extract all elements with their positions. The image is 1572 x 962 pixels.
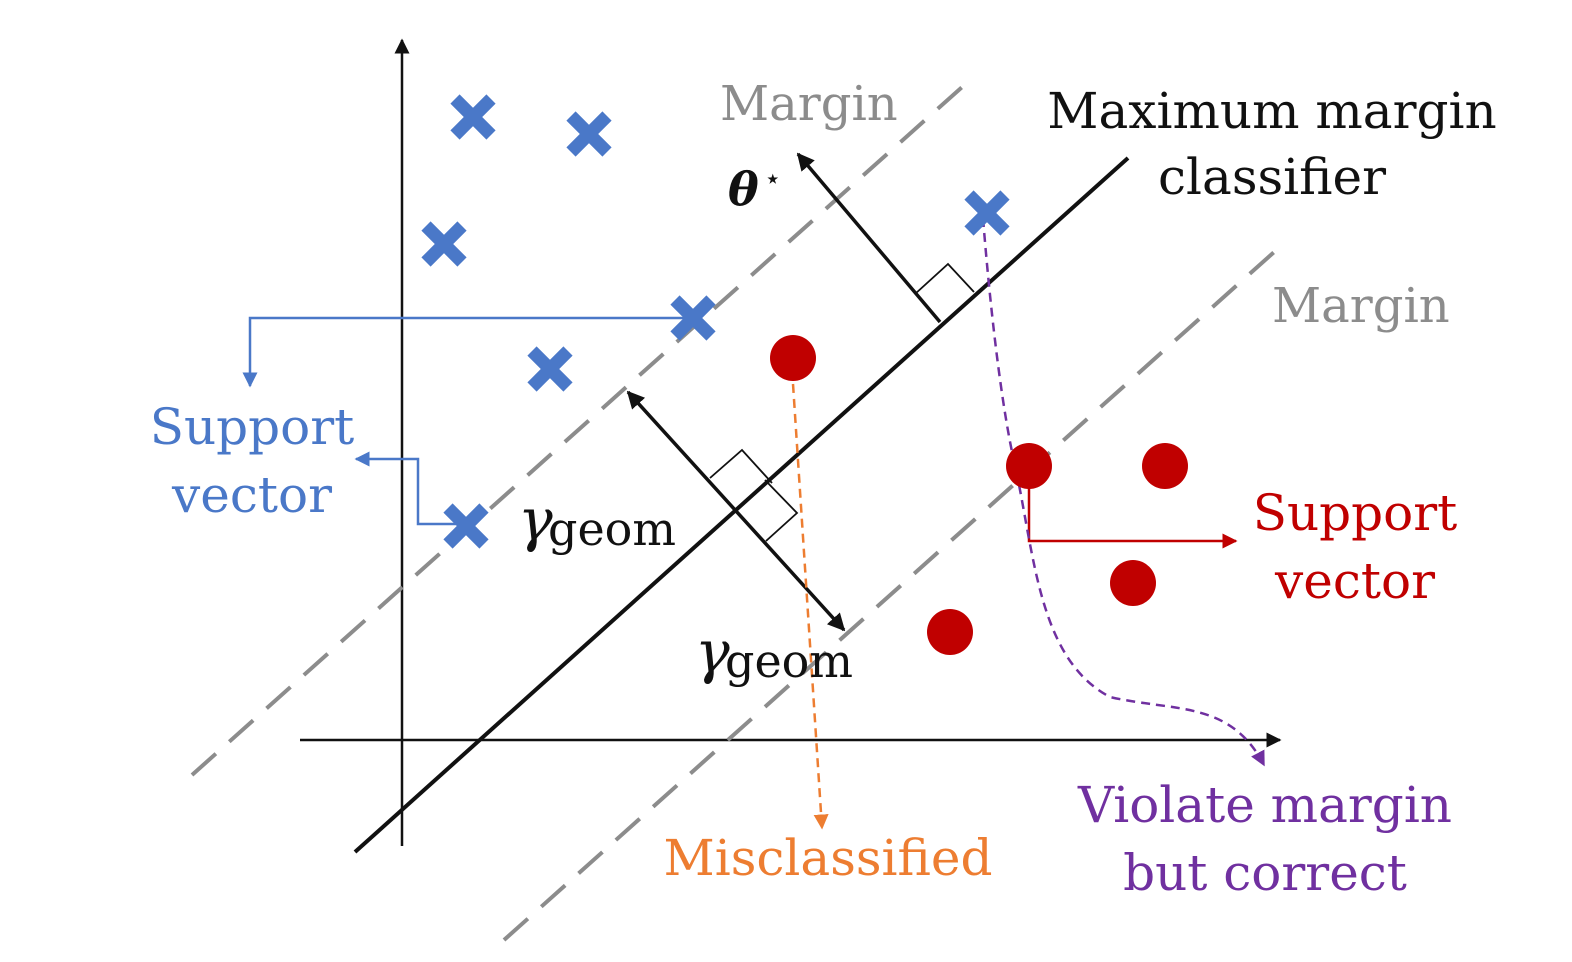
x-point	[566, 111, 612, 157]
o-point-misclassified	[770, 335, 816, 381]
support-vector-right-label-line2: vector	[1274, 552, 1435, 610]
o-point	[927, 609, 973, 655]
x-point-support-vector	[443, 503, 489, 549]
gamma-label-2: γ	[695, 618, 730, 686]
support-vector-right-label-line1: Support	[1253, 484, 1458, 542]
right-angle-gamma-2	[764, 479, 799, 542]
x-point	[421, 221, 467, 267]
x-point	[450, 94, 496, 140]
x-point	[527, 346, 573, 392]
margin-line-lower	[502, 243, 1284, 942]
classifier-label-line1: Maximum margin	[1047, 82, 1496, 140]
x-point-violating-margin	[964, 190, 1010, 236]
right-angle-theta	[914, 262, 975, 295]
support-vector-left-connector-upper	[242, 316, 694, 388]
o-point	[1142, 443, 1188, 489]
misclassified-pointer	[791, 383, 829, 830]
misclassified-label: Misclassified	[664, 829, 993, 887]
margin-label-lower: Margin	[1272, 278, 1450, 334]
support-vector-left-label-line2: vector	[171, 466, 332, 524]
margin-label-upper: Margin	[720, 76, 898, 132]
theta-label: θ	[728, 162, 759, 216]
right-angle-gamma-1	[709, 448, 773, 484]
margin-line-upper	[190, 78, 972, 777]
theta-vector	[796, 152, 942, 324]
classifier-line	[353, 156, 1130, 854]
gamma-sub-2: geom	[725, 634, 853, 688]
theta-star: ⋆	[764, 162, 782, 195]
classifier-label-line2: classifier	[1158, 148, 1386, 206]
support-vector-right-connector	[1027, 466, 1238, 549]
class-x-points	[421, 94, 1010, 549]
gamma-label-1: γ	[518, 486, 553, 554]
o-point-support-vector	[1006, 443, 1052, 489]
violate-label-line2: but correct	[1123, 844, 1407, 902]
gamma-arrow	[626, 390, 846, 632]
x-point-support-vector	[670, 295, 716, 341]
o-point	[1110, 560, 1156, 606]
support-vector-left-connector-lower	[354, 451, 462, 526]
support-vector-left-label-line1: Support	[150, 398, 355, 456]
gamma-sub-1: geom	[548, 502, 676, 556]
violate-margin-pointer	[981, 217, 1266, 767]
class-o-points	[770, 335, 1188, 655]
violate-label-line1: Violate margin	[1077, 776, 1452, 834]
